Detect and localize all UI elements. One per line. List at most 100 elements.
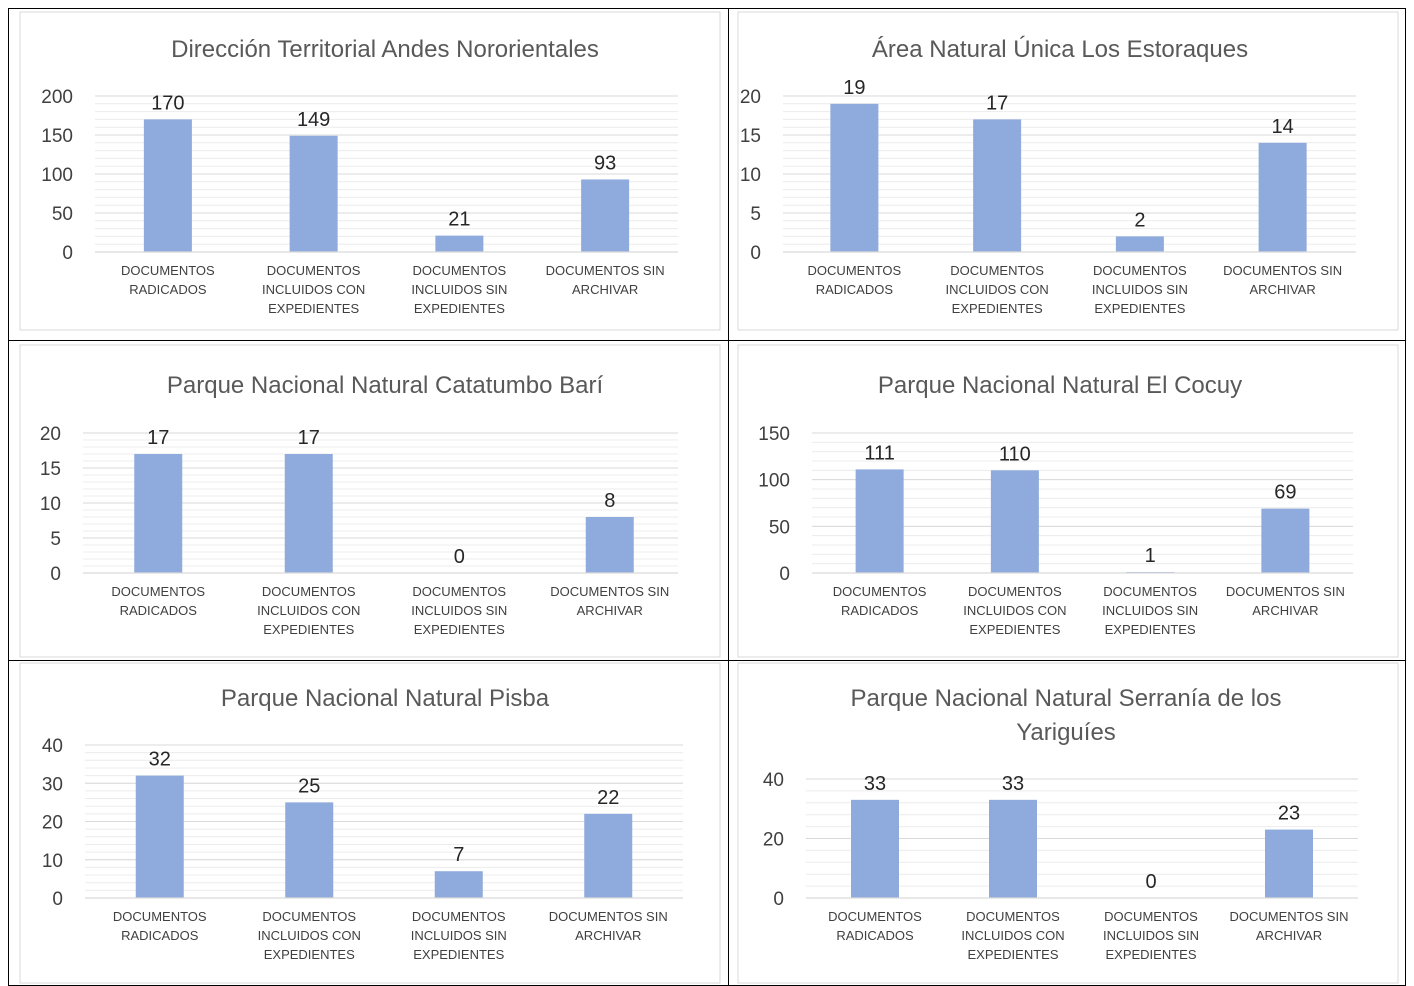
data-label: 33: [864, 773, 886, 795]
data-label: 17: [986, 92, 1008, 114]
data-label: 21: [448, 209, 470, 231]
y-tick-label: 50: [769, 517, 790, 538]
y-tick-label: 20: [740, 87, 761, 108]
bar-documentos-sin-archivar: [1258, 142, 1307, 252]
y-tick-label: 0: [50, 564, 61, 585]
category-label: DOCUMENTOS INCLUIDOS CON EXPEDIENTES: [961, 909, 1064, 962]
y-tick-label: 5: [750, 204, 761, 225]
category-label: DOCUMENTOS INCLUIDOS SIN EXPEDIENTES: [411, 263, 507, 316]
data-label: 19: [843, 77, 865, 99]
bar-documentos-incluidos-con-expedientes: [973, 119, 1022, 253]
bar-chart: Parque Nacional Natural Serranía de los Y…: [737, 662, 1399, 984]
category-label: DOCUMENTOS SIN ARCHIVAR: [546, 263, 665, 297]
data-label: 17: [147, 427, 169, 449]
data-label: 0: [454, 546, 465, 568]
data-label: 170: [151, 92, 184, 114]
bar-documentos-incluidos-con-expedientes: [285, 802, 334, 898]
chart-frame: [737, 344, 1399, 658]
data-label: 7: [453, 844, 464, 866]
bar-documentos-radicados: [143, 119, 192, 253]
bar-documentos-sin-archivar: [1261, 508, 1310, 573]
data-label: 23: [1278, 803, 1300, 825]
data-label: 25: [298, 775, 320, 797]
y-tick-label: 10: [740, 165, 761, 186]
y-tick-label: 50: [52, 204, 73, 225]
bar-documentos-incluidos-con-expedientes: [990, 470, 1039, 573]
data-label: 14: [1272, 116, 1294, 138]
y-tick-label: 20: [42, 813, 63, 834]
data-label: 149: [297, 109, 330, 131]
bar-documentos-radicados: [134, 454, 183, 573]
y-tick-label: 200: [41, 87, 73, 108]
chart-title: Parque Nacional Natural Pisba: [221, 685, 550, 712]
chart-title: Parque Nacional Natural El Cocuy: [878, 372, 1242, 399]
y-tick-label: 20: [40, 424, 61, 445]
chart-title: Yariguíes: [1016, 719, 1116, 746]
category-label: DOCUMENTOS INCLUIDOS SIN EXPEDIENTES: [1102, 584, 1198, 637]
chart-title: Dirección Territorial Andes Nororientale…: [171, 36, 599, 63]
category-label: DOCUMENTOS RADICADOS: [111, 584, 205, 618]
category-label: DOCUMENTOS RADICADOS: [808, 263, 902, 297]
y-tick-label: 10: [42, 851, 63, 872]
data-label: 1: [1145, 545, 1156, 567]
data-label: 93: [594, 152, 616, 174]
bar-documentos-incluidos-sin-expedientes: [434, 871, 483, 898]
bar-documentos-incluidos-con-expedientes: [289, 135, 338, 252]
bar-documentos-radicados: [851, 799, 899, 898]
data-label: 69: [1274, 482, 1296, 504]
category-label: DOCUMENTOS RADICADOS: [833, 584, 927, 618]
category-label: DOCUMENTOS INCLUIDOS SIN EXPEDIENTES: [1092, 263, 1188, 316]
y-tick-label: 100: [758, 471, 790, 492]
y-tick-label: 15: [40, 459, 61, 480]
bar-documentos-incluidos-sin-expedientes: [435, 235, 484, 252]
y-tick-label: 40: [42, 736, 63, 757]
bar-documentos-incluidos-sin-expedientes: [1115, 236, 1164, 252]
category-label: DOCUMENTOS SIN ARCHIVAR: [1230, 909, 1349, 943]
bar-documentos-sin-archivar: [1265, 829, 1313, 898]
bar-chart: Dirección Territorial Andes Nororientale…: [19, 11, 721, 331]
data-label: 32: [149, 749, 171, 771]
bar-documentos-incluidos-con-expedientes: [989, 799, 1037, 898]
category-label: DOCUMENTOS INCLUIDOS CON EXPEDIENTES: [258, 909, 361, 962]
category-label: DOCUMENTOS INCLUIDOS SIN EXPEDIENTES: [411, 584, 507, 637]
bar-documentos-sin-archivar: [585, 517, 634, 573]
y-tick-label: 40: [763, 770, 784, 791]
bar-chart: Parque Nacional Natural El Cocuy 0 50 100 15…: [737, 344, 1399, 658]
y-tick-label: 10: [40, 494, 61, 515]
bar-documentos-radicados: [135, 775, 184, 898]
bar-documentos-radicados: [855, 469, 904, 573]
chart-title: Parque Nacional Natural Serranía de los: [851, 685, 1282, 712]
category-label: DOCUMENTOS INCLUIDOS CON EXPEDIENTES: [257, 584, 360, 637]
category-label: DOCUMENTOS INCLUIDOS CON EXPEDIENTES: [945, 263, 1048, 316]
data-label: 33: [1002, 773, 1024, 795]
category-label: DOCUMENTOS RADICADOS: [828, 909, 922, 943]
bar-documentos-incluidos-con-expedientes: [284, 454, 333, 573]
category-label: DOCUMENTOS RADICADOS: [121, 263, 215, 297]
category-label: DOCUMENTOS INCLUIDOS CON EXPEDIENTES: [963, 584, 1066, 637]
y-tick-label: 100: [41, 165, 73, 186]
bar-documentos-radicados: [830, 103, 879, 252]
data-label: 8: [604, 490, 615, 512]
y-tick-label: 0: [52, 889, 63, 910]
bar-chart: Parque Nacional Natural Catatumbo Barí 0 5…: [19, 344, 721, 658]
chart-frame: [19, 11, 721, 331]
data-label: 0: [1145, 871, 1156, 893]
y-tick-label: 150: [758, 424, 790, 445]
category-label: DOCUMENTOS INCLUIDOS CON EXPEDIENTES: [262, 263, 365, 316]
category-label: DOCUMENTOS SIN ARCHIVAR: [549, 909, 668, 943]
y-tick-label: 0: [62, 243, 73, 264]
bar-chart: Parque Nacional Natural Pisba 0 10 20 30 40 32…: [19, 662, 721, 984]
category-label: DOCUMENTOS SIN ARCHIVAR: [550, 584, 669, 618]
y-tick-label: 15: [740, 126, 761, 147]
data-label: 111: [864, 442, 894, 464]
bar-documentos-sin-archivar: [584, 813, 633, 898]
category-label: DOCUMENTOS SIN ARCHIVAR: [1223, 263, 1342, 297]
bar-documentos-sin-archivar: [581, 179, 630, 252]
y-tick-label: 150: [41, 126, 73, 147]
bar-chart: Área Natural Única Los Estoraques 0 5 10 15 2…: [737, 11, 1399, 331]
y-tick-label: 0: [750, 243, 761, 264]
category-label: DOCUMENTOS SIN ARCHIVAR: [1226, 584, 1345, 618]
data-label: 110: [999, 443, 1031, 465]
data-label: 22: [597, 787, 619, 809]
